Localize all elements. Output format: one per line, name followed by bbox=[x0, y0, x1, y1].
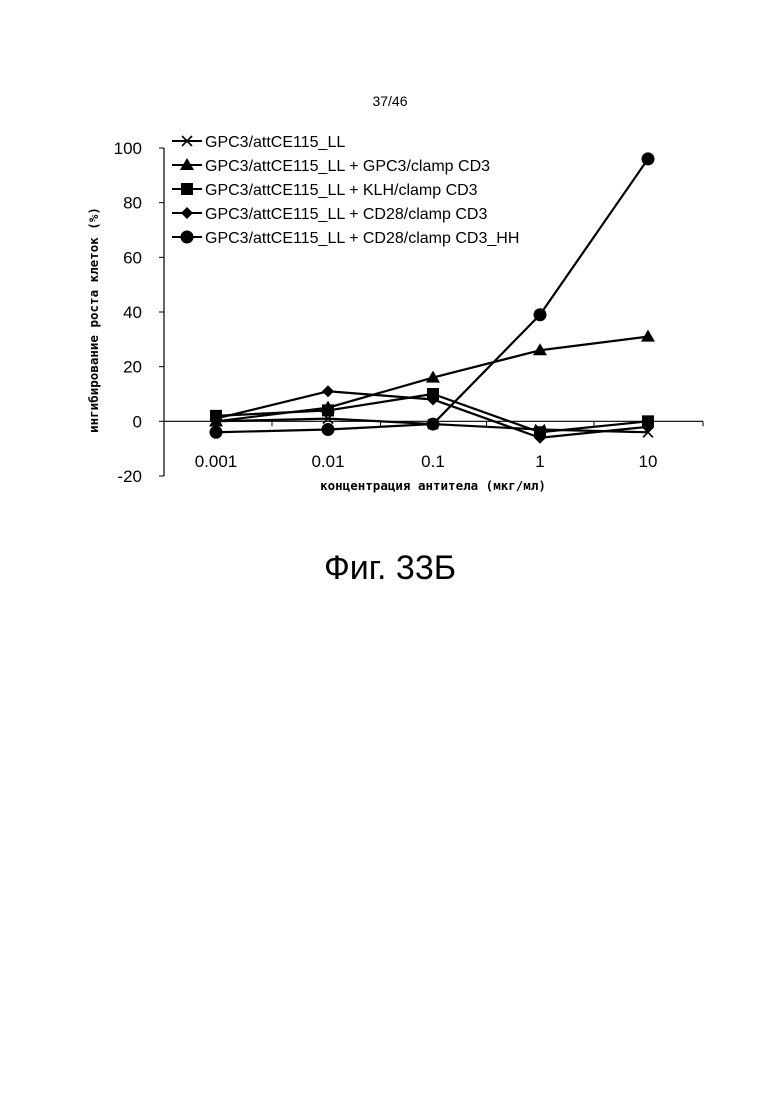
legend-marker bbox=[181, 207, 193, 219]
data-point bbox=[322, 423, 335, 436]
figure-caption: Фиг. 33Б bbox=[0, 549, 780, 588]
y-tick-label: 0 bbox=[133, 412, 142, 431]
circle-marker bbox=[534, 308, 547, 321]
diamond-marker bbox=[322, 385, 334, 397]
legend-marker bbox=[181, 183, 193, 195]
legend-entry: GPC3/attCE115_LL + GPC3/clamp CD3 bbox=[172, 158, 490, 175]
square-marker bbox=[322, 404, 334, 416]
y-tick-label: -20 bbox=[117, 467, 142, 486]
circle-marker bbox=[210, 426, 223, 439]
data-point bbox=[210, 426, 223, 439]
y-axis-title: ингибирование роста клеток (%) bbox=[86, 207, 101, 433]
data-point bbox=[534, 308, 547, 321]
diamond-marker bbox=[181, 207, 193, 219]
legend-entry: GPC3/attCE115_LL + KLH/clamp CD3 bbox=[172, 182, 478, 199]
y-tick-label: 40 bbox=[123, 303, 142, 322]
chart-legend: GPC3/attCE115_LL GPC3/attCE115_LL + GPC3/… bbox=[172, 134, 519, 247]
legend-label: GPC3/attCE115_LL + CD28/clamp CD3 bbox=[205, 206, 487, 223]
circle-marker bbox=[322, 423, 335, 436]
legend-label: GPC3/attCE115_LL + GPC3/clamp CD3 bbox=[205, 158, 490, 175]
data-point bbox=[427, 418, 440, 431]
y-tick-label: 100 bbox=[114, 139, 142, 158]
x-tick-label: 0.01 bbox=[311, 452, 344, 471]
line-chart: -20 0 20 40 60 80 100 0.001 0.01 0.1 1 10 концентрац… bbox=[0, 0, 780, 540]
y-tick-label: 60 bbox=[123, 248, 142, 267]
circle-marker bbox=[427, 418, 440, 431]
y-tick-label: 80 bbox=[123, 194, 142, 213]
data-point bbox=[641, 330, 655, 342]
y-tick-label: 20 bbox=[123, 358, 142, 377]
legend-entry: GPC3/attCE115_LL bbox=[172, 134, 345, 151]
x-tick-label: 10 bbox=[639, 452, 658, 471]
triangle-marker bbox=[641, 330, 655, 342]
data-point bbox=[642, 152, 655, 165]
x-tick-label: 0.1 bbox=[421, 452, 445, 471]
series-2 bbox=[209, 330, 655, 427]
legend-entry: GPC3/attCE115_LL + CD28/clamp CD3_HH bbox=[172, 230, 519, 247]
legend-label: GPC3/attCE115_LL + KLH/clamp CD3 bbox=[205, 182, 478, 199]
data-point bbox=[322, 404, 334, 416]
legend-entry: GPC3/attCE115_LL + CD28/clamp CD3 bbox=[172, 206, 487, 223]
circle-marker bbox=[181, 231, 194, 244]
legend-label: GPC3/attCE115_LL + CD28/clamp CD3_HH bbox=[205, 230, 519, 247]
data-point bbox=[322, 385, 334, 397]
legend-marker bbox=[181, 231, 194, 244]
square-marker bbox=[181, 183, 193, 195]
x-axis-title: концентрация антитела (мкг/мл) bbox=[320, 478, 546, 493]
x-tick-label: 1 bbox=[535, 452, 544, 471]
legend-label: GPC3/attCE115_LL bbox=[205, 134, 345, 151]
x-tick-label: 0.001 bbox=[195, 452, 238, 471]
circle-marker bbox=[642, 152, 655, 165]
